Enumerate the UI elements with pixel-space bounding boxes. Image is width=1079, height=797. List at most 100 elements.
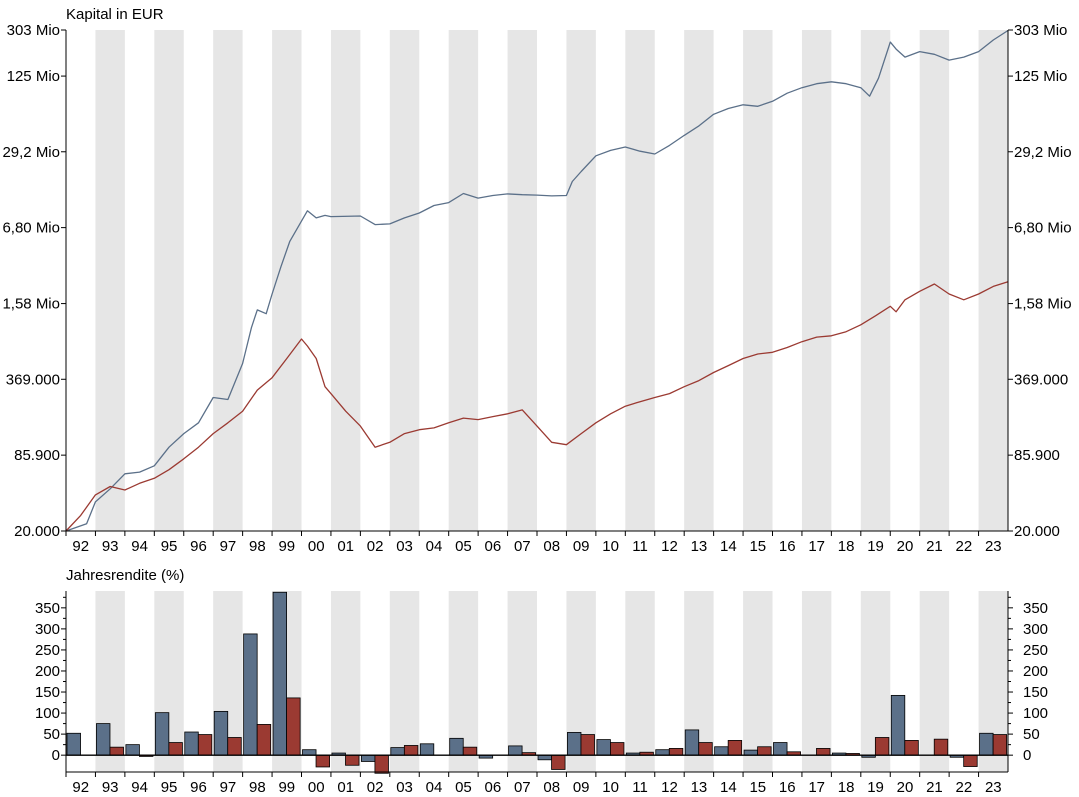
return-bar-blue (125, 744, 140, 756)
x-tick-label: 17 (808, 538, 825, 555)
x-tick-label: 18 (838, 538, 855, 555)
return-bar-red (227, 737, 242, 756)
x-tick-label: 96 (190, 538, 207, 555)
y-tick-label-right: 29,2 Mio (1014, 144, 1072, 161)
year-band (801, 30, 832, 531)
return-bar-red (286, 697, 301, 756)
y-tick-label-left: 369.000 (6, 371, 60, 388)
x-tick-label: 99 (278, 779, 295, 796)
year-band (566, 30, 596, 531)
x-tick-label: 92 (72, 779, 89, 796)
y-tick-label-right: 300 (1023, 621, 1048, 638)
return-bar-red (315, 754, 330, 768)
x-tick-label: 92 (72, 538, 89, 555)
return-bar-blue (508, 745, 523, 756)
year-band (684, 30, 714, 531)
x-tick-label: 23 (985, 538, 1002, 555)
y-tick-label-right: 250 (1023, 642, 1048, 659)
return-bar-blue (684, 729, 700, 756)
x-tick-label: 03 (396, 779, 413, 796)
return-bar-red (904, 740, 919, 756)
year-band (330, 591, 361, 772)
x-tick-label: 97 (220, 538, 237, 555)
x-tick-label: 16 (779, 538, 796, 555)
x-tick-label: 98 (249, 538, 266, 555)
x-tick-label: 14 (720, 779, 737, 796)
x-tick-label: 12 (661, 538, 678, 555)
x-tick-label: 95 (161, 538, 178, 555)
x-tick-label: 07 (514, 538, 531, 555)
y-tick-label-right: 303 Mio (1014, 22, 1067, 39)
x-tick-label: 21 (926, 538, 943, 555)
x-tick-label: 07 (514, 779, 531, 796)
y-tick-label-left: 200 (35, 663, 60, 680)
year-bands (95, 30, 1008, 531)
x-tick-label: 04 (426, 779, 443, 796)
return-bar-red (992, 734, 1008, 756)
y-tick-label-left: 50 (43, 726, 60, 743)
return-bar-red (551, 754, 566, 770)
year-band (389, 30, 420, 531)
year-band (448, 30, 479, 531)
year-band (213, 30, 243, 531)
y-tick-label-right: 125 Mio (1014, 68, 1067, 85)
return-bar-red (462, 746, 478, 756)
x-tick-label: 20 (897, 779, 914, 796)
return-bar-red (874, 737, 890, 756)
return-bar-red (256, 724, 272, 756)
y-tick-label-right: 0 (1023, 747, 1031, 764)
return-bar-blue (66, 732, 81, 756)
return-bar-blue (213, 710, 229, 756)
return-bar-red (668, 748, 684, 756)
y-tick-label-left: 303 Mio (7, 22, 60, 39)
return-bar-blue (773, 742, 788, 756)
return-bar-red (610, 742, 625, 756)
return-bar-red (757, 746, 772, 756)
x-tick-label: 13 (691, 538, 708, 555)
return-bar-red (109, 746, 124, 756)
returns-bars (66, 591, 1008, 774)
return-bar-blue (154, 712, 170, 756)
y-tick-label-left: 0 (52, 747, 60, 764)
y-tick-label-left: 350 (35, 600, 60, 617)
return-bar-red (816, 748, 831, 756)
return-bar-red (963, 754, 978, 767)
return-bar-red (168, 742, 183, 756)
return-bar-blue (890, 694, 906, 756)
y-tick-label-left: 125 Mio (7, 68, 60, 85)
x-tick-label: 06 (485, 779, 502, 796)
return-bar-blue (449, 737, 464, 756)
x-tick-label: 01 (337, 538, 354, 555)
x-tick-label: 94 (131, 538, 148, 555)
y-tick-label-left: 150 (35, 684, 60, 701)
year-band (330, 30, 361, 531)
x-tick-label: 17 (808, 779, 825, 796)
x-tick-label: 95 (161, 779, 178, 796)
x-tick-label: 97 (220, 779, 237, 796)
y-tick-label-right: 369.000 (1014, 371, 1068, 388)
return-bar-red (345, 754, 360, 766)
year-band (625, 30, 655, 531)
x-tick-label: 16 (779, 779, 796, 796)
return-bar-blue (302, 749, 317, 756)
return-bar-blue (567, 732, 582, 756)
return-bar-blue (360, 754, 376, 762)
return-bar-blue (596, 739, 611, 756)
return-bar-blue (243, 633, 258, 756)
capital-chart-title: Kapital in EUR (66, 6, 164, 23)
x-tick-label: 23 (985, 779, 1002, 796)
y-tick-label-right: 20.000 (1014, 523, 1060, 540)
x-tick-label: 06 (485, 538, 502, 555)
y-tick-label-left: 250 (35, 642, 60, 659)
x-tick-label: 15 (749, 538, 766, 555)
return-bar-red (933, 738, 949, 756)
year-band (743, 30, 773, 531)
y-tick-label-right: 200 (1023, 663, 1048, 680)
x-tick-label: 14 (720, 538, 737, 555)
x-tick-label: 21 (926, 779, 943, 796)
returns-chart-title: Jahresrendite (%) (66, 567, 184, 584)
x-tick-label: 22 (956, 779, 973, 796)
x-tick-label: 93 (102, 779, 119, 796)
year-band (919, 30, 950, 531)
